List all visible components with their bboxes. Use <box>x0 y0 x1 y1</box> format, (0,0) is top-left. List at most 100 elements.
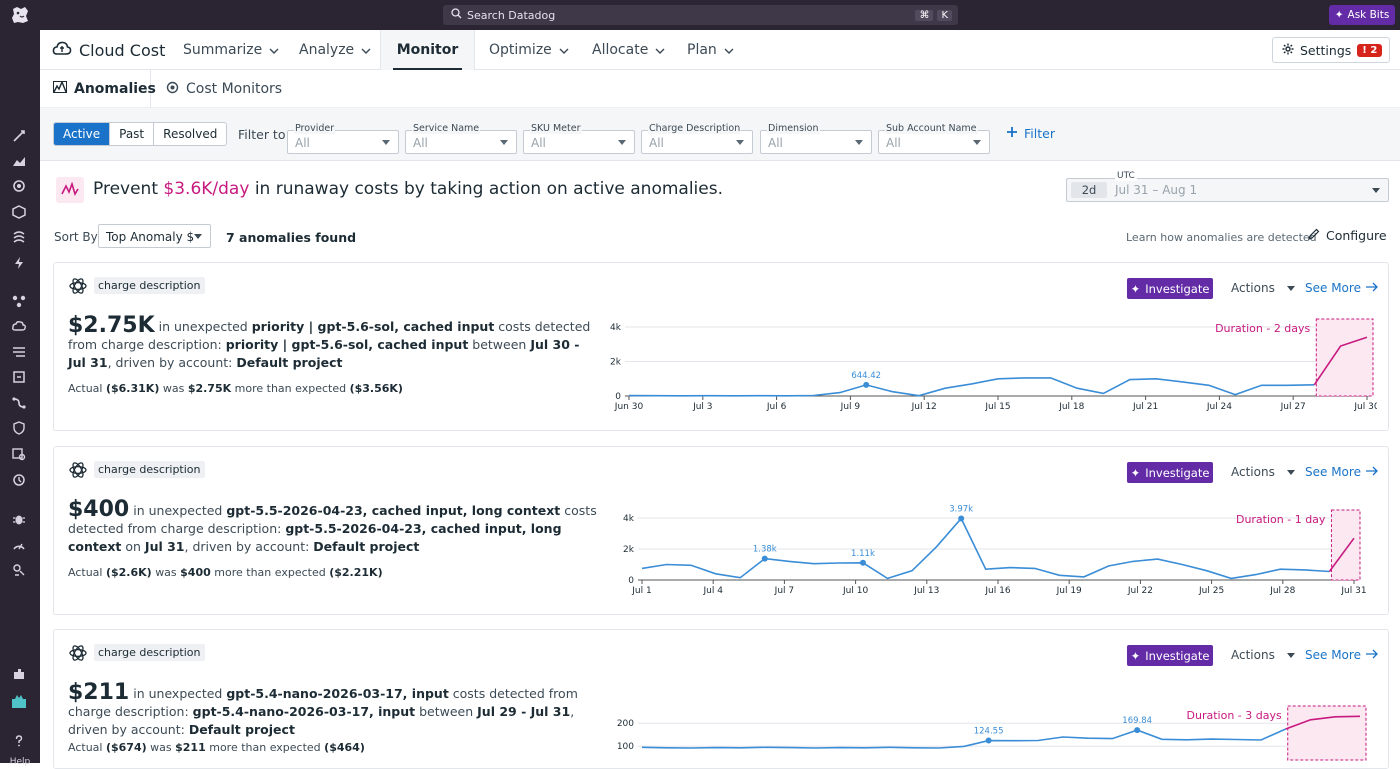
status-resolved-button[interactable]: Resolved <box>153 123 226 145</box>
sort-select[interactable]: Top Anomaly $ <box>98 224 211 248</box>
tab-allocate[interactable]: Allocate <box>592 30 665 70</box>
x-tick-label: Jul 30 <box>1353 402 1377 412</box>
tab-optimize[interactable]: Optimize <box>489 30 569 70</box>
tab-monitor[interactable]: Monitor <box>380 30 475 70</box>
datadog-logo-icon[interactable] <box>0 0 40 30</box>
apm-icon[interactable] <box>10 203 28 221</box>
configure-button[interactable]: Configure <box>1308 228 1387 243</box>
x-tick-label: Jul 15 <box>984 402 1010 412</box>
more-label: more than expected <box>214 566 326 579</box>
sku-meter-dropdown[interactable]: SKU Meter All <box>523 116 635 154</box>
dropdown-value[interactable]: All <box>760 130 872 154</box>
anomalies-count: 7 anomalies found <box>226 230 357 245</box>
rum-icon[interactable] <box>10 368 28 386</box>
sub-account-name-dropdown[interactable]: Sub Account Name All <box>878 116 990 154</box>
arrow-right-icon <box>1365 648 1378 662</box>
see-more-link[interactable]: See More <box>1305 465 1378 479</box>
charge-description-dropdown[interactable]: Charge Description All <box>641 116 753 154</box>
was-label: was <box>155 566 177 579</box>
actual-label: Actual <box>68 382 103 395</box>
actions-label: Actions <box>1231 465 1275 479</box>
logs-icon[interactable] <box>10 228 28 246</box>
more-label: more than expected <box>209 741 321 754</box>
desc-bold: gpt-5.5-2026-04-23, cached input, long c… <box>68 521 562 554</box>
sparkle-icon: ✦ <box>1334 9 1344 21</box>
peak-point <box>859 559 866 566</box>
main-sidebar: Help <box>0 30 40 767</box>
see-more-label: See More <box>1305 648 1361 662</box>
x-tick-label: Jul 28 <box>1269 586 1295 596</box>
investigate-button[interactable]: ✦ Investigate <box>1127 278 1213 299</box>
search-bar[interactable]: Search Datadog ⌘ K <box>443 5 958 25</box>
user-avatar-icon[interactable] <box>10 692 28 710</box>
provider-dropdown[interactable]: Provider All <box>287 116 399 154</box>
add-filter-button[interactable]: Filter <box>1006 126 1055 141</box>
incidents-icon[interactable] <box>10 561 28 579</box>
dropdown-value[interactable]: All <box>523 130 635 154</box>
timezone-label: UTC <box>1115 171 1137 181</box>
actions-dropdown[interactable]: Actions <box>1231 281 1295 295</box>
peak-label: 169.84 <box>1122 716 1152 726</box>
see-more-link[interactable]: See More <box>1305 281 1378 295</box>
cloud-cost-brand[interactable]: Cloud Cost <box>52 30 165 70</box>
ci-visibility-icon[interactable] <box>10 471 28 489</box>
x-tick-label: Jul 4 <box>702 586 723 596</box>
status-past-button[interactable]: Past <box>109 123 153 145</box>
peak-label: 124.55 <box>974 727 1004 737</box>
time-span-chip[interactable]: 2d <box>1071 182 1107 198</box>
anomaly-card: charge description ✦ Investigate Actions … <box>53 446 1389 615</box>
desc-bold: gpt-5.4-nano-2026-03-17, input <box>226 686 449 701</box>
cloud-cost-icon[interactable] <box>10 317 28 335</box>
see-more-label: See More <box>1305 281 1361 295</box>
dropdown-value[interactable]: All <box>405 130 517 154</box>
y-tick-label: 4k <box>610 323 622 333</box>
desc-bold: Default project <box>236 355 343 370</box>
integrations-icon[interactable] <box>10 665 28 683</box>
network-icon[interactable] <box>10 394 28 412</box>
search-shortcut: ⌘ K <box>915 9 952 21</box>
ask-bits-button[interactable]: ✦ Ask Bits <box>1329 5 1395 25</box>
time-range-picker[interactable]: UTC 2d Jul 31 – Aug 1 <box>1066 171 1389 202</box>
tab-analyze[interactable]: Analyze <box>299 30 371 70</box>
add-filter-label: Filter <box>1024 126 1055 141</box>
actions-dropdown[interactable]: Actions <box>1231 648 1295 662</box>
settings-button[interactable]: Settings ! 2 <box>1272 37 1390 63</box>
desc-text: costs detected from charge description: <box>68 686 578 719</box>
slo-icon[interactable] <box>10 536 28 554</box>
events-icon[interactable] <box>10 254 28 272</box>
tab-label: Optimize <box>489 42 552 58</box>
tab-plan[interactable]: Plan <box>687 30 734 70</box>
actual-label: Actual <box>68 741 103 754</box>
investigate-button[interactable]: ✦ Investigate <box>1127 645 1213 666</box>
x-tick-label: Jun 30 <box>614 402 644 412</box>
dropdown-value[interactable]: All <box>287 130 399 154</box>
learn-anomalies-link[interactable]: Learn how anomalies are detected <box>1126 231 1317 244</box>
tab-label: Anomalies <box>74 81 156 97</box>
tab-cost-monitors[interactable]: Cost Monitors <box>166 70 282 108</box>
services-icon[interactable] <box>10 292 28 310</box>
tab-summarize[interactable]: Summarize <box>183 30 279 70</box>
digital-experience-icon[interactable] <box>10 445 28 463</box>
dimension-dropdown[interactable]: Dimension All <box>760 116 872 154</box>
sparkle-icon: ✦ <box>1130 281 1141 296</box>
desc-bold: Default project <box>188 722 295 737</box>
investigate-button[interactable]: ✦ Investigate <box>1127 462 1213 483</box>
plus-icon <box>1006 126 1018 141</box>
anomaly-amount: $400 <box>68 497 130 522</box>
watchdog-icon[interactable] <box>10 127 28 145</box>
security-icon[interactable] <box>10 419 28 437</box>
tab-anomalies[interactable]: Anomalies <box>53 70 156 108</box>
infrastructure-icon[interactable] <box>10 177 28 195</box>
anomaly-card: charge description ✦ Investigate Actions … <box>53 629 1389 769</box>
help-label[interactable]: Help <box>9 757 31 767</box>
help-icon[interactable] <box>10 732 28 750</box>
see-more-link[interactable]: See More <box>1305 648 1378 662</box>
bug-icon[interactable] <box>10 510 28 528</box>
sparkle-icon: ✦ <box>1130 648 1141 663</box>
dashboards-icon[interactable] <box>10 152 28 170</box>
service-name-dropdown[interactable]: Service Name All <box>405 116 517 154</box>
desc-text: between <box>468 337 531 352</box>
actions-dropdown[interactable]: Actions <box>1231 465 1295 479</box>
synthetics-icon[interactable] <box>10 343 28 361</box>
status-active-button[interactable]: Active <box>54 123 110 145</box>
